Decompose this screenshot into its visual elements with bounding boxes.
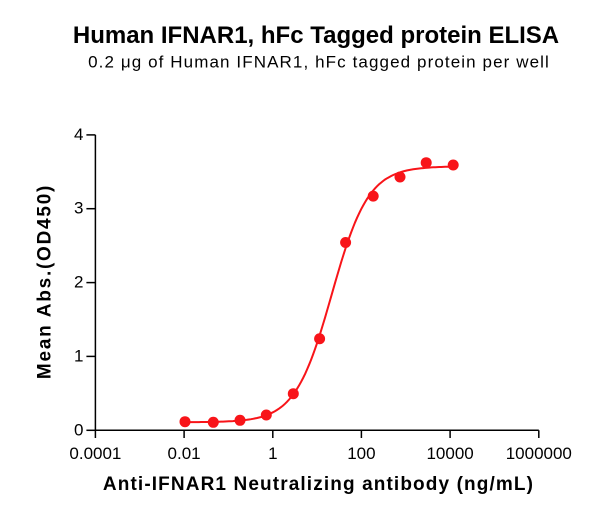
- svg-text:Mean Abs.(OD450): Mean Abs.(OD450): [34, 184, 55, 379]
- svg-text:0.01: 0.01: [168, 444, 201, 463]
- svg-text:0.2 μg of Human IFNAR1, hFc ta: 0.2 μg of Human IFNAR1, hFc tagged prote…: [88, 52, 550, 71]
- svg-text:10000: 10000: [426, 444, 473, 463]
- svg-text:1: 1: [268, 444, 277, 463]
- svg-text:1: 1: [74, 346, 83, 365]
- svg-text:1000000: 1000000: [506, 444, 572, 463]
- svg-text:2: 2: [74, 273, 83, 292]
- svg-text:4: 4: [74, 125, 83, 144]
- svg-text:0: 0: [74, 420, 83, 439]
- svg-text:Human IFNAR1, hFc Tagged prote: Human IFNAR1, hFc Tagged protein ELISA: [73, 22, 559, 49]
- svg-text:Anti-IFNAR1 Neutralizing antib: Anti-IFNAR1 Neutralizing antibody (ng/mL…: [103, 474, 534, 495]
- svg-text:3: 3: [74, 199, 83, 218]
- svg-text:100: 100: [347, 444, 375, 463]
- svg-text:0.0001: 0.0001: [69, 444, 121, 463]
